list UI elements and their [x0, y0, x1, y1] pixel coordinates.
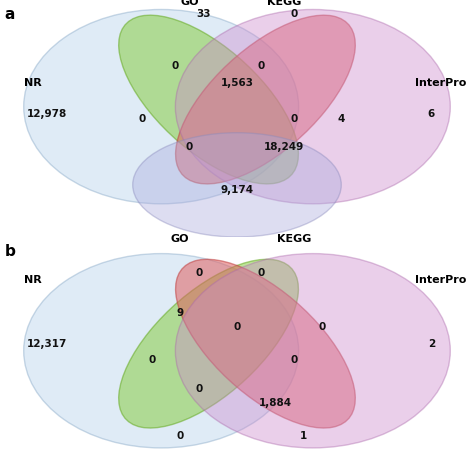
Text: 2: 2	[428, 338, 435, 349]
Text: 1,884: 1,884	[258, 398, 292, 408]
Text: 0: 0	[290, 113, 298, 124]
Text: 12,978: 12,978	[27, 109, 67, 119]
Text: a: a	[5, 7, 15, 22]
Ellipse shape	[24, 254, 299, 448]
Text: 1: 1	[300, 431, 307, 441]
Text: InterPro: InterPro	[415, 78, 466, 88]
Text: 1,563: 1,563	[220, 78, 254, 88]
Text: KEGG: KEGG	[267, 0, 301, 8]
Text: 0: 0	[148, 355, 155, 365]
Text: 0: 0	[319, 322, 326, 332]
Text: 0: 0	[195, 267, 203, 278]
Ellipse shape	[118, 15, 299, 184]
Text: 0: 0	[257, 267, 264, 278]
Text: 4: 4	[337, 113, 345, 124]
Text: b: b	[5, 244, 16, 259]
Text: 6: 6	[428, 109, 435, 119]
Ellipse shape	[175, 254, 450, 448]
Text: 0: 0	[257, 61, 264, 72]
Text: NR: NR	[24, 274, 42, 285]
Text: 18,249: 18,249	[264, 142, 304, 152]
Text: 0: 0	[186, 142, 193, 152]
Text: 33: 33	[197, 9, 211, 19]
Circle shape	[133, 133, 341, 237]
Ellipse shape	[175, 15, 356, 184]
Text: 0: 0	[138, 113, 146, 124]
Text: 12,317: 12,317	[27, 338, 68, 349]
Text: 0: 0	[233, 322, 241, 332]
Text: 0: 0	[176, 431, 184, 441]
Ellipse shape	[175, 259, 356, 428]
Text: 0: 0	[290, 9, 298, 19]
Text: GO: GO	[180, 0, 199, 8]
Text: 0: 0	[172, 61, 179, 72]
Text: 9: 9	[176, 308, 184, 318]
Text: 9,174: 9,174	[220, 184, 254, 195]
Ellipse shape	[175, 9, 450, 204]
Text: 0: 0	[290, 355, 298, 365]
Ellipse shape	[24, 9, 299, 204]
Text: KEGG: KEGG	[277, 234, 311, 245]
Text: GO: GO	[171, 234, 190, 245]
Text: 0: 0	[195, 383, 203, 394]
Text: InterPro: InterPro	[415, 274, 466, 285]
Text: NR: NR	[24, 78, 42, 88]
Ellipse shape	[118, 259, 299, 428]
